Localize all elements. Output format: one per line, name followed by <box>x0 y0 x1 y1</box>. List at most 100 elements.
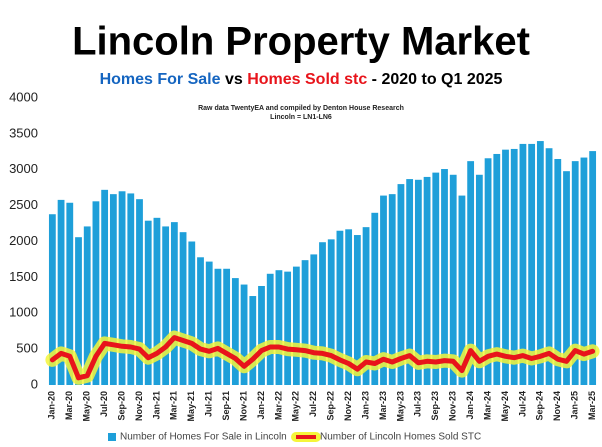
bar <box>153 217 161 385</box>
bar <box>484 158 492 385</box>
bar <box>275 270 283 385</box>
y-tick-label: 1000 <box>9 305 38 320</box>
line <box>49 335 596 381</box>
x-tick-label: Mar-22 <box>273 391 283 420</box>
note: Raw data TwentyEA and compiled by Denton… <box>198 105 404 112</box>
bar <box>353 235 361 385</box>
x-tick-label: Jul-21 <box>204 391 214 417</box>
bar <box>493 153 501 385</box>
bar <box>423 176 431 385</box>
bar <box>414 179 422 385</box>
bar <box>214 268 222 385</box>
bar <box>231 278 239 385</box>
x-tick-label: Jul-22 <box>308 391 318 417</box>
bar <box>571 161 579 385</box>
note: Lincoln = LN1-LN6 <box>270 114 332 121</box>
legend-label: Number of Lincoln Homes Sold STC <box>320 432 481 443</box>
subtitle-part: Homes Sold stc <box>247 71 367 88</box>
x-tick-label: Jan-22 <box>256 391 266 420</box>
y-tick-label: 3500 <box>9 125 38 140</box>
bar <box>109 194 117 385</box>
legend-label: Number of Homes For Sale in Lincoln <box>120 432 287 443</box>
bar <box>170 222 178 385</box>
bar <box>475 174 483 385</box>
x-tick-label: Nov-20 <box>134 391 144 421</box>
x-tick-label: Mar-25 <box>587 391 597 420</box>
bar <box>467 161 475 385</box>
bar <box>48 214 56 385</box>
x-tick-label: Sep-21 <box>221 391 231 421</box>
x-tick-label: May-21 <box>186 391 196 422</box>
bar <box>266 273 274 385</box>
bar <box>327 239 335 385</box>
bar <box>249 296 257 385</box>
bar <box>101 189 109 385</box>
x-tick-label: Nov-22 <box>343 391 353 421</box>
bar <box>83 226 91 385</box>
bar <box>441 169 448 385</box>
x-tick-label: May-23 <box>395 391 405 422</box>
bar <box>292 266 300 385</box>
y-tick-label: 1500 <box>9 269 38 284</box>
x-tick-label: Nov-24 <box>552 391 562 421</box>
bar <box>371 212 379 385</box>
subtitle-part: vs <box>221 71 248 88</box>
y-tick-label: 2000 <box>9 233 38 248</box>
y-tick-label: 500 <box>16 341 38 356</box>
x-tick-label: Nov-21 <box>238 391 248 421</box>
x-tick-label: May-22 <box>291 391 301 422</box>
bar <box>336 230 344 385</box>
bar <box>205 261 213 385</box>
x-tick-label: Jan-25 <box>570 391 580 420</box>
bar <box>310 254 318 385</box>
bar <box>136 199 143 385</box>
x-tick-label: Jul-24 <box>517 391 527 417</box>
bar <box>510 148 518 385</box>
y-tick-label: 4000 <box>9 89 38 104</box>
bar <box>589 151 597 385</box>
bar <box>75 237 82 385</box>
bar <box>449 174 457 385</box>
x-tick-label: Jan-20 <box>47 391 57 420</box>
x-tick-label: Sep-20 <box>116 391 126 421</box>
x-tick-label: Jul-23 <box>413 391 423 417</box>
chart-title: Lincoln Property Market <box>72 20 530 64</box>
bar <box>223 268 231 385</box>
bar <box>458 195 466 385</box>
x-tick-label: Jan-24 <box>465 391 475 420</box>
bar <box>388 194 396 385</box>
bar <box>319 242 326 385</box>
bar <box>380 195 387 385</box>
y-tick-label: 2500 <box>9 197 38 212</box>
bar <box>301 260 309 385</box>
bar <box>258 285 265 385</box>
x-tick-label: Mar-24 <box>482 391 492 420</box>
x-tick-label: Jan-23 <box>360 391 370 420</box>
bar <box>528 143 536 385</box>
bar <box>502 149 509 385</box>
bar <box>57 199 65 385</box>
x-tick-label: Sep-22 <box>326 391 336 421</box>
bar <box>536 141 544 385</box>
x-tick-label: Jan-21 <box>151 391 161 420</box>
subtitle-part: Homes For Sale <box>100 71 221 88</box>
bar <box>362 227 370 385</box>
bar <box>519 143 527 385</box>
x-tick-label: Mar-21 <box>169 391 179 420</box>
bar <box>162 226 170 385</box>
x-tick-label: Jul-20 <box>99 391 109 417</box>
subtitle-part: - 2020 to Q1 2025 <box>367 71 502 88</box>
x-tick-label: Sep-23 <box>430 391 440 421</box>
bar <box>179 232 187 385</box>
bar <box>66 202 74 385</box>
bar <box>580 157 588 385</box>
y-tick-label: 3000 <box>9 161 38 176</box>
bar <box>127 193 135 385</box>
legend-swatch <box>108 433 116 441</box>
x-tick-label: May-20 <box>82 391 92 422</box>
bar <box>188 241 196 385</box>
x-tick-label: Nov-23 <box>448 391 458 421</box>
x-tick-label: May-24 <box>500 391 510 422</box>
